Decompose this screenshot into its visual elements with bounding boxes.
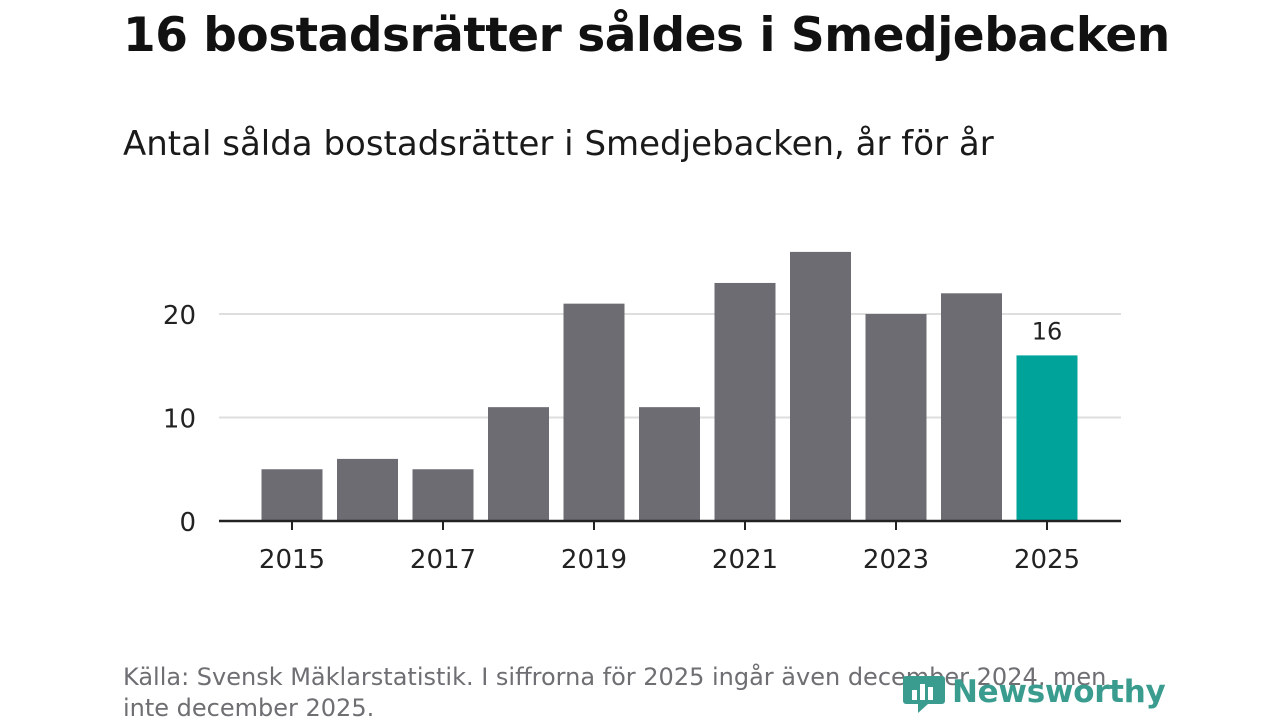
bar-2016	[337, 458, 398, 521]
chart-subtitle: Antal sålda bostadsrätter i Smedjebacken…	[123, 124, 994, 164]
data-label-2025: 16	[1032, 317, 1063, 345]
y-axis-tick-labels: 0 10 20	[163, 301, 196, 538]
bar-2021	[714, 282, 776, 521]
y-tick-label-10: 10	[163, 405, 196, 435]
newsworthy-logo-icon	[903, 676, 945, 713]
bar-2020	[639, 407, 700, 521]
bar-chart: 0 10 20 2015 2017 2019 2021 2023 2025 16	[163, 251, 1121, 575]
bar-2017	[412, 469, 474, 521]
bar-2022	[790, 251, 851, 521]
x-axis	[219, 519, 1121, 530]
chart-title: 16 bostadsrätter såldes i Smedjebacken	[123, 8, 1170, 63]
x-tick-label-2023: 2023	[863, 545, 929, 575]
x-tick-label-2019: 2019	[561, 545, 627, 575]
x-axis-tick-labels: 2015 2017 2019 2021 2023 2025	[259, 545, 1080, 575]
y-tick-label-20: 20	[163, 301, 196, 331]
bars	[261, 251, 1078, 521]
bar-2023	[865, 314, 927, 521]
data-labels: 16	[1032, 317, 1063, 345]
bar-2015	[261, 469, 323, 521]
y-tick-label-0: 0	[179, 508, 196, 538]
bar-2024	[941, 293, 1002, 521]
x-tick-label-2017: 2017	[410, 545, 476, 575]
bar-2019	[563, 303, 625, 521]
x-tick-label-2015: 2015	[259, 545, 325, 575]
x-tick-label-2021: 2021	[712, 545, 778, 575]
newsworthy-logo[interactable]: Newsworthy	[902, 670, 1166, 714]
bar-2025	[1016, 355, 1078, 521]
x-tick-label-2025: 2025	[1014, 545, 1080, 575]
bar-2018	[488, 407, 549, 521]
newsworthy-logo-text: Newsworthy	[952, 674, 1166, 710]
